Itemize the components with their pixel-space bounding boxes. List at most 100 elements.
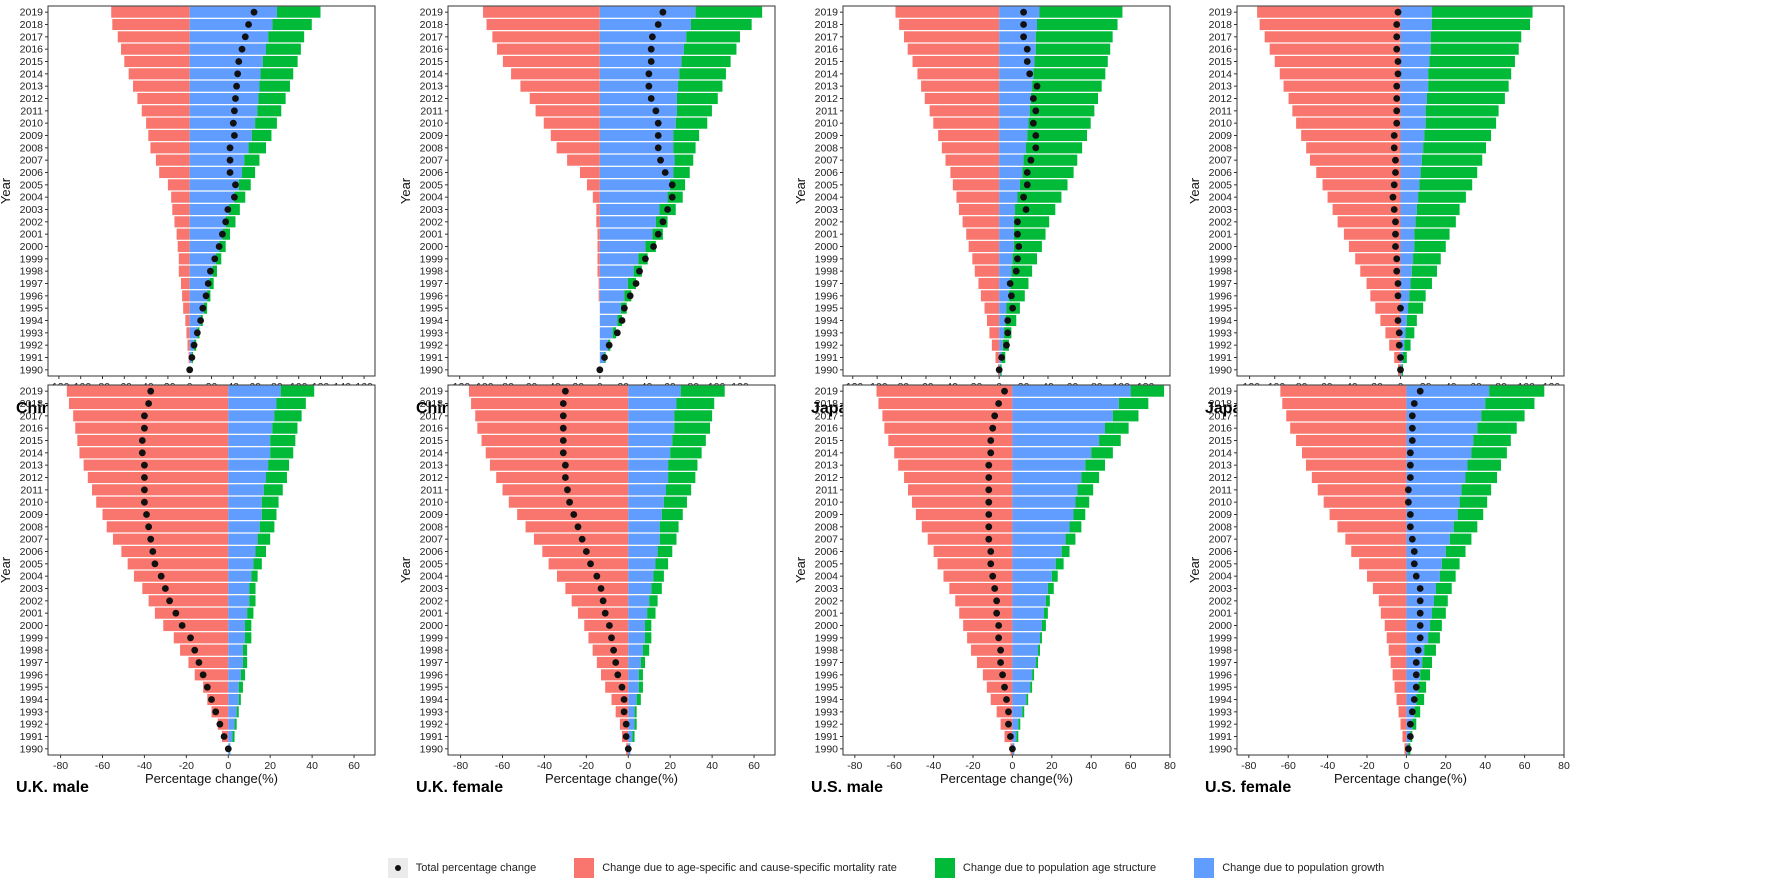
y-tick-label: 2006	[815, 546, 839, 558]
bar-mortality	[177, 240, 190, 253]
bar-age-structure	[236, 706, 239, 718]
y-tick-label: 2015	[20, 435, 44, 447]
point-total	[233, 82, 240, 90]
point-total	[1394, 317, 1402, 324]
bar-growth	[628, 434, 673, 447]
legend-label-growth: Change due to population growth	[1222, 862, 1385, 874]
y-tick-label: 2003	[20, 583, 44, 595]
bar-mortality	[894, 447, 1013, 459]
bar-age-structure	[638, 669, 643, 681]
bar-age-structure	[1457, 508, 1484, 521]
y-tick-label: 2012	[420, 93, 444, 105]
bar-mortality	[1402, 730, 1407, 743]
y-tick-label: 1991	[420, 352, 444, 364]
x-tick-label: 60	[1519, 760, 1531, 772]
bar-age-structure	[1414, 240, 1446, 253]
bar-mortality	[167, 179, 190, 191]
point-total	[1404, 498, 1412, 506]
y-tick-label: 2000	[1209, 241, 1233, 253]
bar-growth	[599, 31, 687, 43]
y-tick-label: 2015	[815, 56, 839, 68]
bar-age-structure	[645, 632, 652, 644]
point-total	[1007, 733, 1014, 740]
y-tick-label: 2008	[1209, 521, 1233, 533]
panel-title: U.S. female	[1205, 779, 1291, 796]
bar-age-structure	[1036, 656, 1039, 669]
bar-mortality	[945, 154, 1000, 166]
bar-age-structure	[668, 471, 696, 484]
bar-age-structure	[1477, 422, 1517, 434]
point-total	[215, 243, 223, 250]
point-total	[985, 498, 993, 506]
y-tick-label: 1997	[20, 278, 44, 290]
bar-mortality	[980, 290, 1000, 302]
bar-growth	[189, 191, 235, 203]
bar-age-structure	[655, 558, 669, 570]
point-total	[1003, 341, 1010, 349]
bar-age-structure	[1130, 385, 1165, 397]
point-total	[605, 341, 613, 349]
legend-swatch-mortality	[574, 858, 595, 878]
bar-age-structure	[1481, 410, 1525, 422]
bar-growth	[228, 730, 233, 743]
legend: Total percentage change Change due to ag…	[0, 856, 1772, 880]
y-tick-label: 1995	[20, 303, 44, 315]
bar-growth	[1400, 191, 1419, 203]
point-total	[597, 585, 605, 592]
point-total	[659, 218, 667, 226]
y-tick-label: 1999	[1209, 632, 1233, 644]
point-total	[997, 659, 1004, 666]
point-total	[1408, 412, 1416, 420]
bar-growth	[228, 410, 275, 422]
bar-age-structure	[627, 277, 637, 290]
bar-growth	[1400, 277, 1411, 290]
bar-age-structure	[632, 730, 635, 743]
point-total	[1007, 292, 1015, 300]
y-tick-label: 2001	[815, 229, 839, 241]
bar-mortality	[174, 216, 190, 228]
y-tick-label: 1996	[420, 669, 444, 681]
x-tick-label: 40	[706, 760, 718, 772]
y-tick-label: 1998	[20, 266, 44, 278]
bar-age-structure	[674, 410, 713, 422]
y-tick-label: 2018	[20, 19, 44, 31]
bar-mortality	[543, 117, 600, 129]
bar-growth	[1406, 521, 1454, 533]
y-axis-label: Year	[398, 556, 413, 583]
y-tick-label: 2013	[815, 460, 839, 472]
y-tick-label: 2004	[815, 192, 839, 204]
point-total	[138, 449, 146, 457]
y-tick-label: 1992	[815, 719, 839, 731]
point-total	[1390, 206, 1398, 213]
bar-mortality	[955, 595, 1013, 607]
bar-growth	[228, 656, 243, 669]
bar-age-structure	[270, 447, 294, 459]
y-axis-label: Year	[0, 177, 13, 204]
y-tick-label: 1993	[420, 327, 444, 339]
bar-age-structure	[1065, 533, 1076, 545]
panel-u-s-male: 1990199119921993199419951996199719981999…	[793, 384, 1176, 796]
bar-mortality	[1305, 459, 1407, 471]
bar-mortality	[1282, 397, 1407, 410]
point-total	[141, 498, 148, 506]
bar-growth	[628, 681, 639, 693]
y-tick-label: 1995	[815, 682, 839, 694]
bar-age-structure	[1416, 693, 1425, 706]
y-tick-label: 2015	[1209, 435, 1233, 447]
point-total	[596, 366, 604, 374]
bar-growth	[1012, 496, 1076, 508]
y-tick-label: 2017	[20, 410, 44, 422]
bar-growth	[599, 216, 656, 228]
bar-growth	[999, 105, 1030, 117]
bar-growth	[1400, 142, 1424, 154]
x-axis-label: Percentage change(%)	[545, 771, 678, 786]
y-axis-label: Year	[1187, 556, 1202, 583]
y-tick-label: 2005	[1209, 179, 1233, 191]
bar-age-structure	[670, 447, 702, 459]
point-total	[1393, 45, 1401, 53]
bar-mortality	[148, 595, 229, 607]
bar-growth	[628, 447, 671, 459]
bar-mortality	[941, 142, 1000, 154]
bar-mortality	[911, 496, 1013, 508]
bar-growth	[189, 117, 256, 129]
